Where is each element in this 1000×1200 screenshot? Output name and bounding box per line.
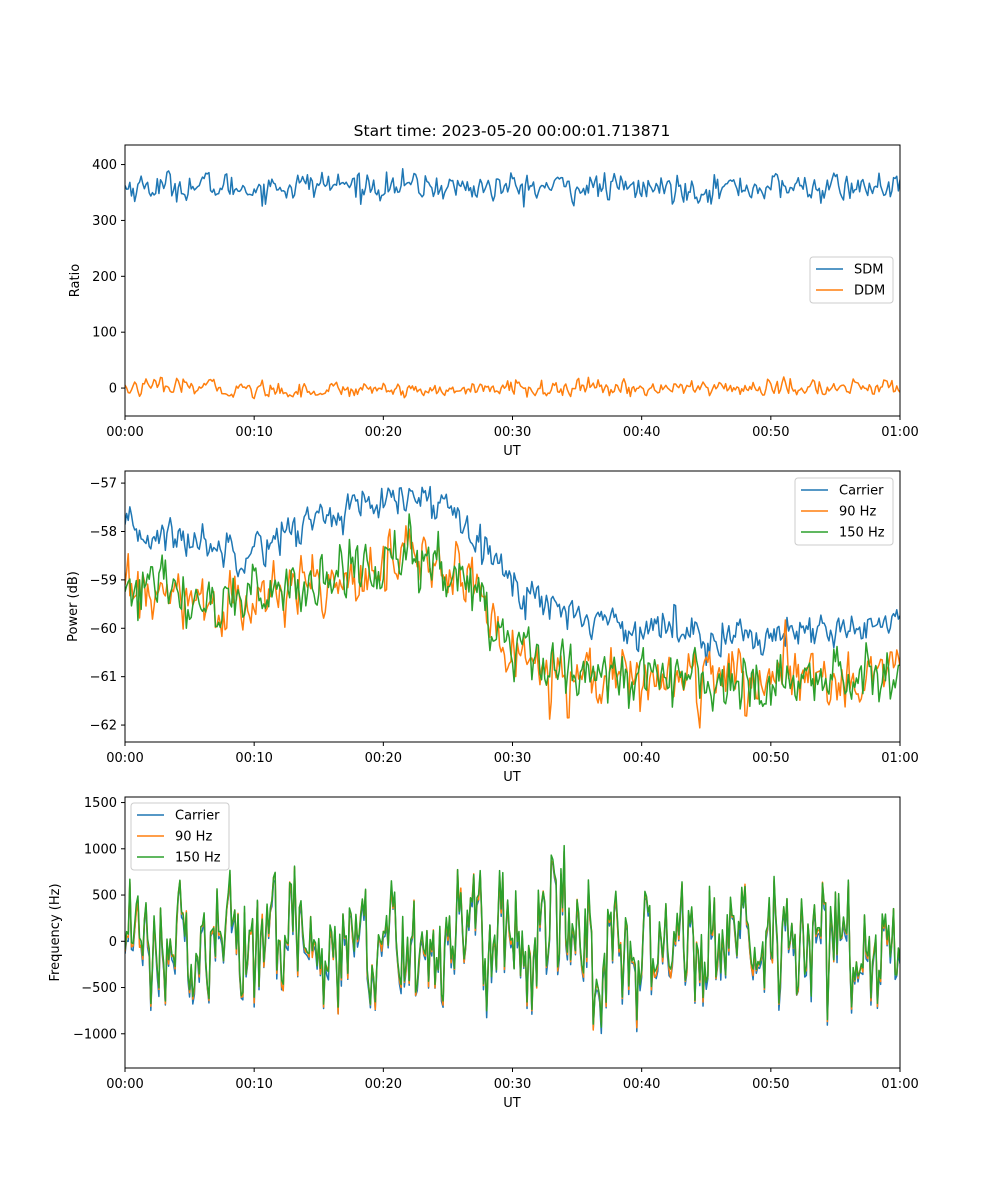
panel-ratio: 00:00 00:10 00:20 00:30 00:40 00:50 01:00 0 100 2… bbox=[68, 144, 919, 459]
x-tick-label: 00:10 bbox=[235, 751, 272, 766]
y-tick-label: 1500 bbox=[84, 796, 117, 811]
y-tick-label: −60 bbox=[90, 622, 117, 637]
x-axis-label: UT bbox=[503, 1096, 521, 1111]
x-tick-label: 00:20 bbox=[365, 425, 402, 440]
y-axis-label: Power (dB) bbox=[66, 571, 81, 642]
x-tick-label: 00:10 bbox=[235, 1077, 272, 1092]
y-tick-label: −59 bbox=[90, 573, 117, 588]
y-tick-label: −1000 bbox=[73, 1027, 117, 1042]
x-tick-label: 00:50 bbox=[752, 1077, 789, 1092]
y-axis-label: Ratio bbox=[68, 264, 83, 297]
y-tick-label: 100 bbox=[92, 326, 117, 341]
y-tick-label: 400 bbox=[92, 158, 117, 173]
x-tick-label: 00:40 bbox=[623, 1077, 660, 1092]
x-tick-label: 00:00 bbox=[106, 425, 143, 440]
legend-box bbox=[794, 477, 894, 546]
y-tick-label: 0 bbox=[109, 935, 117, 950]
legend-label: 150 Hz bbox=[175, 851, 221, 866]
x-tick-label: 00:20 bbox=[365, 1077, 402, 1092]
x-tick-label: 00:50 bbox=[752, 751, 789, 766]
y-tick-label: −58 bbox=[90, 525, 117, 540]
series-line-ddm bbox=[125, 376, 900, 400]
x-tick-label: 00:00 bbox=[106, 751, 143, 766]
series-line-carrier bbox=[125, 485, 900, 667]
x-tick-label: 00:20 bbox=[365, 751, 402, 766]
x-tick-label: 00:40 bbox=[623, 751, 660, 766]
panel-frequency: 00:00 00:10 00:20 00:30 00:40 00:50 01:00 −1000… bbox=[48, 796, 919, 1111]
axes-frame bbox=[124, 796, 901, 1069]
legend-label: 90 Hz bbox=[175, 830, 212, 845]
y-tick-label: 300 bbox=[92, 214, 117, 229]
y-tick-label: −61 bbox=[90, 670, 117, 685]
legend-label: 90 Hz bbox=[839, 505, 876, 520]
y-tick-label: −62 bbox=[90, 719, 117, 734]
x-tick-label: 00:40 bbox=[623, 425, 660, 440]
x-tick-label: 00:10 bbox=[235, 425, 272, 440]
y-tick-label: −500 bbox=[81, 981, 117, 996]
y-tick-label: 1000 bbox=[84, 842, 117, 857]
series-line-150-hz bbox=[125, 513, 900, 712]
y-tick-label: 500 bbox=[92, 889, 117, 904]
legend-label: Carrier bbox=[839, 484, 884, 499]
x-tick-label: 00:50 bbox=[752, 425, 789, 440]
y-axis-label: Frequency (Hz) bbox=[48, 883, 63, 981]
series-line-150-hz bbox=[125, 844, 900, 1028]
series-line-sdm bbox=[125, 168, 900, 208]
legend-label: Carrier bbox=[175, 809, 220, 824]
x-tick-label: 00:30 bbox=[494, 425, 531, 440]
series-line-90-hz bbox=[125, 525, 900, 729]
x-axis-label: UT bbox=[503, 444, 521, 459]
y-tick-label: 0 bbox=[109, 382, 117, 397]
legend-label: 150 Hz bbox=[839, 526, 885, 541]
x-tick-label: 00:00 bbox=[106, 1077, 143, 1092]
x-tick-label: 01:00 bbox=[881, 751, 918, 766]
x-tick-label: 00:30 bbox=[494, 1077, 531, 1092]
y-tick-label: 200 bbox=[92, 270, 117, 285]
x-axis-label: UT bbox=[503, 770, 521, 785]
chart-title: Start time: 2023-05-20 00:00:01.713871 bbox=[354, 122, 671, 140]
legend-box bbox=[130, 802, 230, 871]
panel-power: 00:00 00:10 00:20 00:30 00:40 00:50 01:00 −62 −6… bbox=[66, 470, 919, 785]
x-tick-label: 00:30 bbox=[494, 751, 531, 766]
x-tick-label: 01:00 bbox=[881, 1077, 918, 1092]
y-tick-label: −57 bbox=[90, 477, 117, 492]
x-tick-label: 01:00 bbox=[881, 425, 918, 440]
legend-label: DDM bbox=[854, 284, 885, 299]
legend-label: SDM bbox=[854, 263, 883, 278]
